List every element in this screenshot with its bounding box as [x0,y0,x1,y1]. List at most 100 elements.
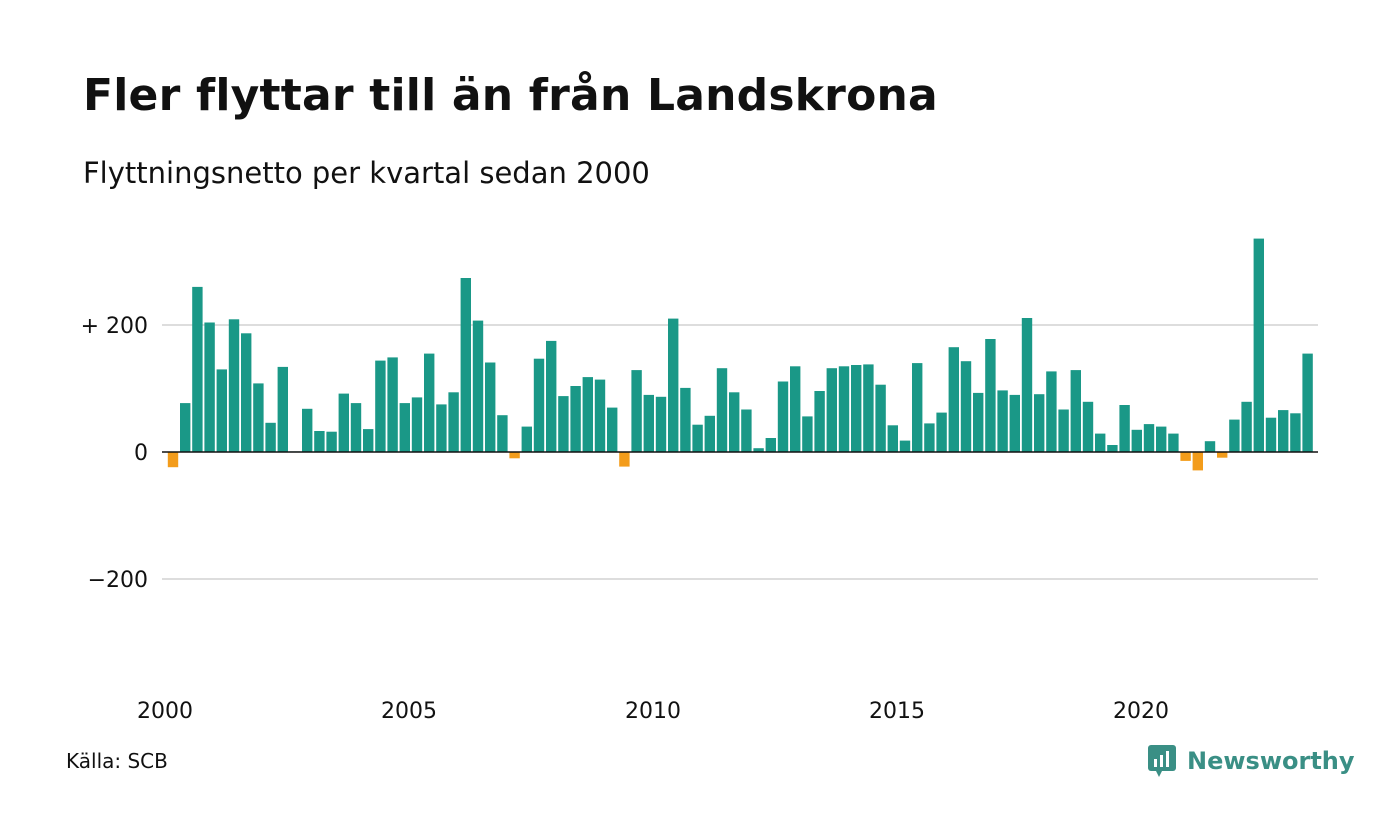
newsworthy-logo-text: Newsworthy [1187,747,1355,775]
bar [1168,433,1179,452]
bar [265,422,276,452]
y-tick-label: −200 [88,568,148,593]
bar [338,393,349,452]
bar [558,396,569,452]
bar [863,364,874,452]
bar [1046,371,1057,452]
bar [399,403,410,452]
bar [692,424,703,452]
bar [1290,413,1301,452]
bar [1143,424,1155,452]
bar [1034,394,1045,452]
bar [838,366,850,452]
bar [192,286,203,452]
bar [985,339,996,452]
bar [668,318,679,452]
bar [460,278,471,452]
bar [875,384,886,452]
bar [1131,429,1142,452]
bar [1229,419,1240,452]
bar [777,381,789,452]
bar [680,387,691,452]
bar [790,366,801,452]
bar [472,320,484,452]
bar [716,368,728,452]
bar [607,407,618,453]
bar [1156,426,1167,452]
bar [765,438,776,452]
bar [509,452,520,459]
bar [485,362,496,452]
bar [436,404,447,452]
bar [1119,405,1130,452]
bar [521,426,532,452]
bar [826,368,837,452]
bar [619,452,630,467]
bar [643,394,654,452]
bar [1241,401,1252,452]
bar [570,386,581,452]
bar [363,429,374,452]
newsworthy-logo-icon [1148,745,1176,777]
bar [631,370,642,452]
bar [948,347,959,452]
bar [741,409,752,452]
bar [387,357,398,452]
bar [753,448,764,452]
bar [899,440,911,452]
bar [546,340,557,452]
bar [851,365,862,452]
bar [582,377,593,452]
chart-title: Fler flyttar till än från Landskrona [83,70,938,121]
bar [1302,353,1313,452]
bar [277,366,288,452]
bar [924,423,935,452]
bar [375,360,386,452]
y-tick-label: + 200 [81,314,148,339]
bar [350,403,362,452]
bar [1253,238,1264,452]
bar [912,363,923,452]
bar [448,392,459,452]
bar [1107,445,1118,452]
bar [241,333,252,452]
bar [314,431,325,452]
bar [533,358,545,452]
bar [594,379,606,452]
bar [1058,409,1069,452]
x-tick-label: 2000 [137,699,193,724]
bar [1217,452,1228,458]
source-note: Källa: SCB [66,749,168,773]
bar [1180,452,1191,461]
bar [887,425,898,452]
bar [704,415,715,452]
bar [802,416,813,452]
bar [655,396,667,452]
x-tick-label: 2020 [1113,699,1169,724]
bar [1070,370,1081,452]
bar [497,415,508,452]
bar [1009,394,1020,452]
bar [216,369,227,452]
bar [1204,441,1216,452]
bar [936,412,947,452]
bar [411,397,423,452]
bar [997,390,1008,452]
bar [424,353,435,452]
bar [1095,433,1106,452]
bar [180,403,191,452]
bar [204,322,215,452]
bar [814,391,825,452]
bar [1021,318,1033,452]
bar [228,319,240,452]
bar [1265,417,1277,452]
bar [960,361,972,452]
bar [1278,410,1289,452]
y-tick-label: 0 [134,441,148,466]
x-tick-label: 2015 [869,699,925,724]
x-tick-label: 2010 [625,699,681,724]
bar [1082,401,1094,452]
newsworthy-logo: Newsworthy [1147,744,1355,778]
x-tick-label: 2005 [381,699,437,724]
